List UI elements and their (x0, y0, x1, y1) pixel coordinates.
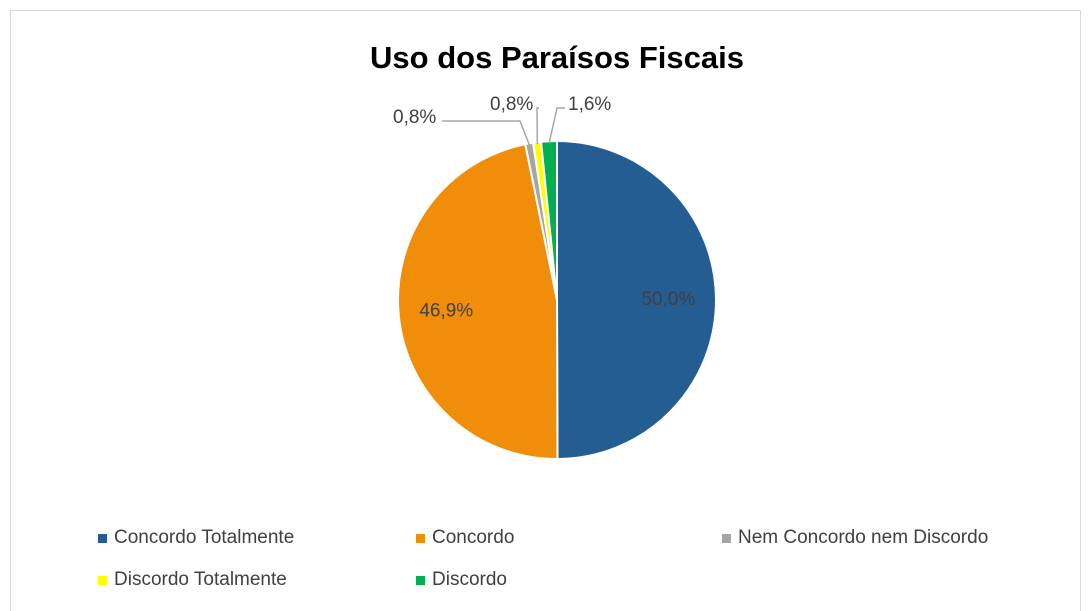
leader-line (442, 120, 531, 146)
data-label: 0,8% (393, 107, 436, 128)
leader-line (548, 107, 565, 144)
legend-label: Discordo (432, 569, 507, 590)
legend-label: Discordo Totalmente (114, 569, 287, 590)
legend-label: Concordo (432, 527, 514, 548)
data-label: 0,8% (490, 94, 533, 115)
legend-swatch (98, 576, 107, 585)
pie-slice (556, 139, 717, 461)
leader-line (536, 107, 539, 145)
legend-swatch (98, 534, 107, 543)
legend-swatch (722, 534, 731, 543)
data-label: 50,0% (641, 289, 695, 310)
pie-slice (397, 143, 559, 460)
legend-swatch (416, 576, 425, 585)
legend-label: Nem Concordo nem Discordo (738, 527, 988, 548)
chart-title: Uso dos Paraísos Fiscais (370, 40, 744, 75)
data-label: 1,6% (568, 94, 611, 115)
data-label: 46,9% (419, 300, 473, 321)
legend-swatch (416, 534, 425, 543)
legend-label: Concordo Totalmente (114, 527, 294, 548)
